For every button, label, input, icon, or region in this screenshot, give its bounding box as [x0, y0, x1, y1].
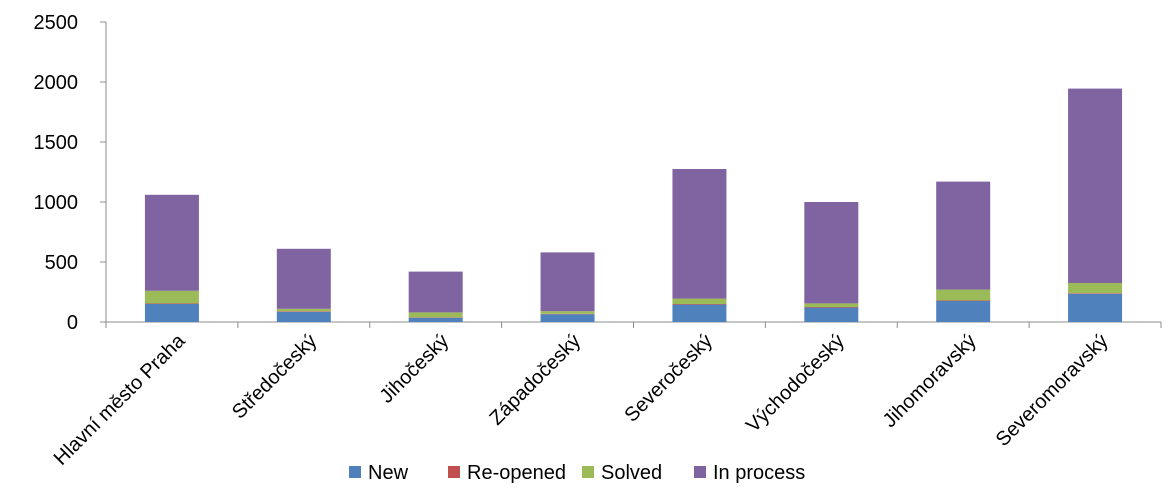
bar-in-process-severomoravsky	[1068, 88, 1123, 283]
bar-in-process-stredocesky	[276, 248, 331, 309]
y-tick-label: 1500	[34, 132, 79, 154]
y-tick-label: 0	[67, 312, 78, 334]
y-tick-label: 2500	[34, 12, 79, 34]
x-tick-label-stredocesky: Středočeský	[228, 330, 321, 423]
bar-in-process-zapadocesky	[540, 252, 595, 312]
bars	[144, 88, 1123, 322]
bar-group-zapadocesky	[540, 252, 595, 322]
x-tick-label-vychodocesky: Východočeský	[742, 330, 849, 437]
bar-in-process-severocesky	[672, 169, 727, 299]
legend-item-solved: Solved	[582, 462, 662, 484]
bar-in-process-vychodocesky	[804, 202, 859, 304]
bar-solved-zapadocesky	[540, 311, 595, 314]
bar-re-opened-stredocesky	[276, 311, 331, 312]
bar-new-severomoravsky	[1068, 293, 1123, 322]
bar-group-severocesky	[672, 169, 727, 322]
bar-new-severocesky	[672, 304, 727, 322]
bar-group-hlavni-mesto-praha	[144, 194, 199, 322]
bar-solved-jihocesky	[408, 312, 463, 318]
legend-label-re-opened: Re-opened	[467, 462, 566, 484]
bar-group-jihocesky	[408, 271, 463, 322]
bar-group-jihomoravsky	[936, 181, 991, 322]
y-axis	[100, 21, 107, 323]
bar-group-vychodocesky	[804, 202, 859, 322]
bar-group-stredocesky	[276, 248, 331, 322]
legend-label-solved: Solved	[601, 462, 662, 484]
x-tick-label-jihomoravsky: Jihomoravský	[879, 330, 981, 432]
bar-in-process-jihomoravsky	[936, 181, 991, 290]
y-tick-label: 1000	[34, 192, 79, 214]
bar-solved-stredocesky	[276, 308, 331, 312]
legend-swatch-re-opened	[448, 466, 460, 478]
x-axis	[105, 321, 1162, 328]
bar-re-opened-severomoravsky	[1068, 293, 1123, 294]
bar-re-opened-vychodocesky	[804, 307, 859, 308]
bar-re-opened-severocesky	[672, 304, 727, 305]
bar-new-zapadocesky	[540, 314, 595, 322]
bar-re-opened-jihomoravsky	[936, 300, 991, 301]
y-tick-label: 500	[45, 252, 78, 274]
bar-solved-vychodocesky	[804, 303, 859, 307]
y-tick-labels: 0 500 1000 1500 2000 2500	[34, 12, 79, 334]
x-tick-labels: Hlavní město Praha Středočeský Jihočeský Zá…	[50, 329, 1113, 469]
bar-group-severomoravsky	[1068, 88, 1123, 322]
legend-item-in-process: In process	[694, 462, 805, 484]
legend: New Re-opened Solved In process	[349, 462, 805, 484]
legend-swatch-in-process	[694, 466, 706, 478]
legend-label-new: New	[368, 462, 409, 484]
x-tick-label-zapadocesky: Západočeský	[485, 330, 585, 430]
y-tick-label: 2000	[34, 72, 79, 94]
x-tick-label-severocesky: Severočeský	[620, 330, 717, 427]
legend-item-re-opened: Re-opened	[448, 462, 566, 484]
bar-solved-jihomoravsky	[936, 289, 991, 301]
bar-in-process-jihocesky	[408, 271, 463, 313]
x-tick-label-hlavni-mesto-praha: Hlavní město Praha	[50, 329, 190, 469]
bar-new-jihocesky	[408, 317, 463, 322]
bar-solved-severomoravsky	[1068, 283, 1123, 294]
legend-item-new: New	[349, 462, 409, 484]
bar-re-opened-hlavni-mesto-praha	[144, 303, 199, 304]
bar-solved-severocesky	[672, 298, 727, 304]
bar-in-process-hlavni-mesto-praha	[144, 194, 199, 291]
legend-swatch-solved	[582, 466, 594, 478]
legend-label-in-process: In process	[713, 462, 805, 484]
x-tick-label-severomoravsky: Severomoravský	[992, 330, 1113, 451]
bar-new-vychodocesky	[804, 307, 859, 322]
legend-swatch-new	[349, 466, 361, 478]
bar-new-jihomoravsky	[936, 301, 991, 322]
bar-new-stredocesky	[276, 311, 331, 322]
bar-solved-hlavni-mesto-praha	[144, 290, 199, 304]
x-tick-label-jihocesky: Jihočeský	[376, 330, 454, 408]
bar-new-hlavni-mesto-praha	[144, 304, 199, 322]
